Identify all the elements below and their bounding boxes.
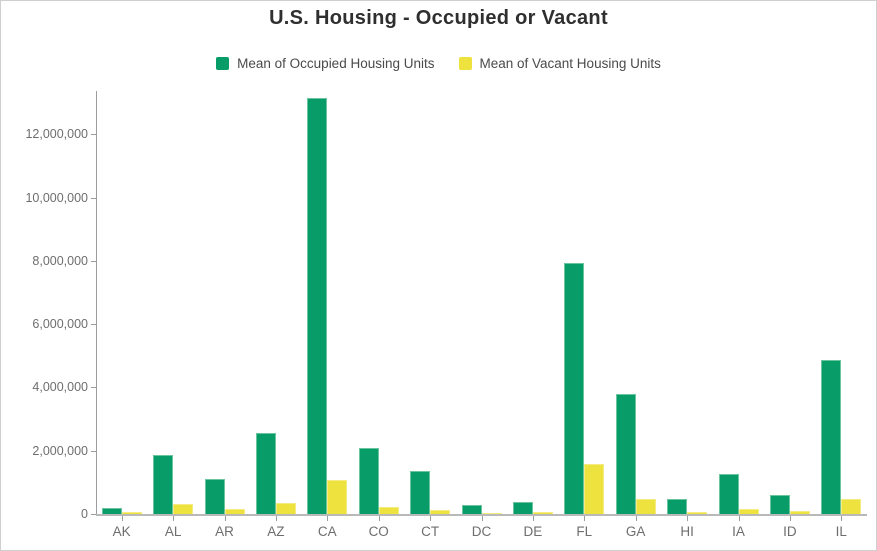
y-axis-line (96, 91, 97, 515)
y-tick-mark (91, 450, 96, 452)
x-axis-label-IA: IA (732, 524, 745, 539)
x-tick-mark (275, 516, 277, 521)
x-tick-mark (481, 516, 483, 521)
y-tick-mark (91, 387, 96, 389)
x-tick-mark (327, 516, 329, 521)
legend-item-occupied[interactable]: Mean of Occupied Housing Units (216, 56, 435, 71)
x-axis-line (96, 514, 867, 516)
x-axis-label-IL: IL (835, 524, 847, 539)
bar-vacant-HI[interactable] (687, 512, 708, 514)
legend-swatch-occupied (216, 57, 230, 70)
x-axis-label-CO: CO (368, 524, 389, 539)
bar-occupied-DE[interactable] (512, 502, 533, 514)
legend-label-occupied: Mean of Occupied Housing Units (237, 56, 435, 71)
bar-vacant-CT[interactable] (430, 510, 451, 514)
x-tick-mark (789, 516, 791, 521)
bar-occupied-IA[interactable] (718, 474, 739, 514)
y-tick-label: 6,000,000 (32, 317, 88, 332)
bar-vacant-AL[interactable] (173, 504, 194, 514)
legend: Mean of Occupied Housing Units Mean of Va… (1, 56, 876, 71)
bar-vacant-DC[interactable] (481, 513, 502, 514)
bar-vacant-CA[interactable] (327, 480, 348, 514)
x-tick-mark (635, 516, 637, 521)
x-axis-label-CA: CA (317, 524, 337, 539)
bar-vacant-IL[interactable] (841, 499, 862, 514)
x-axis-label-FL: FL (576, 524, 593, 539)
x-tick-mark (738, 516, 740, 521)
bar-vacant-AR[interactable] (224, 509, 245, 514)
x-axis-label-GA: GA (625, 524, 646, 539)
bar-occupied-FL[interactable] (564, 263, 585, 514)
x-tick-mark (687, 516, 689, 521)
x-axis-label-AR: AR (215, 524, 234, 539)
y-tick-label: 10,000,000 (25, 190, 88, 205)
y-tick-mark (91, 514, 96, 515)
bar-occupied-AR[interactable] (204, 479, 225, 514)
x-tick-mark (841, 516, 843, 521)
x-tick-mark (224, 516, 226, 521)
bar-occupied-AL[interactable] (153, 455, 174, 514)
y-tick-label: 8,000,000 (32, 253, 88, 268)
bar-vacant-AK[interactable] (121, 512, 142, 514)
bar-vacant-GA[interactable] (635, 499, 656, 514)
bar-occupied-HI[interactable] (667, 499, 688, 514)
bar-occupied-DC[interactable] (461, 505, 482, 514)
x-tick-mark (378, 516, 380, 521)
x-tick-mark (532, 516, 534, 521)
x-axis-label-HI: HI (680, 524, 694, 539)
y-tick-mark (91, 197, 96, 199)
y-tick-label: 4,000,000 (32, 380, 88, 395)
bar-occupied-ID[interactable] (769, 495, 790, 514)
bar-occupied-CT[interactable] (410, 471, 431, 514)
legend-item-vacant[interactable]: Mean of Vacant Housing Units (458, 56, 661, 71)
bar-vacant-IA[interactable] (738, 509, 759, 514)
x-axis-label-DC: DC (471, 524, 492, 539)
y-tick-mark (91, 324, 96, 326)
bar-occupied-GA[interactable] (615, 394, 636, 514)
x-axis-label-DE: DE (523, 524, 543, 539)
x-axis-label-AL: AL (164, 524, 182, 539)
bar-occupied-CA[interactable] (307, 98, 328, 514)
bar-occupied-CO[interactable] (358, 448, 379, 514)
legend-swatch-vacant (458, 57, 472, 70)
bar-occupied-AZ[interactable] (255, 433, 276, 514)
x-tick-mark (173, 516, 175, 521)
bar-occupied-IL[interactable] (821, 360, 842, 514)
bar-vacant-CO[interactable] (378, 507, 399, 514)
y-tick-label: 0 (81, 507, 88, 521)
x-axis-label-AZ: AZ (267, 524, 285, 539)
bar-vacant-DE[interactable] (532, 512, 553, 514)
x-axis-label-ID: ID (783, 524, 797, 539)
x-axis-label-AK: AK (112, 524, 131, 539)
x-tick-mark (584, 516, 586, 521)
y-tick-mark (91, 260, 96, 262)
legend-label-vacant: Mean of Vacant Housing Units (479, 56, 661, 71)
bar-occupied-AK[interactable] (101, 508, 122, 514)
bar-vacant-AZ[interactable] (275, 503, 296, 514)
x-axis-label-CT: CT (421, 524, 440, 539)
y-tick-mark (91, 134, 96, 136)
bar-vacant-ID[interactable] (789, 511, 810, 514)
y-tick-label: 2,000,000 (32, 443, 88, 458)
chart-title: U.S. Housing - Occupied or Vacant (269, 7, 608, 29)
x-tick-mark (121, 516, 123, 521)
x-tick-mark (430, 516, 432, 521)
bar-vacant-FL[interactable] (584, 464, 605, 514)
y-tick-label: 12,000,000 (25, 127, 88, 142)
